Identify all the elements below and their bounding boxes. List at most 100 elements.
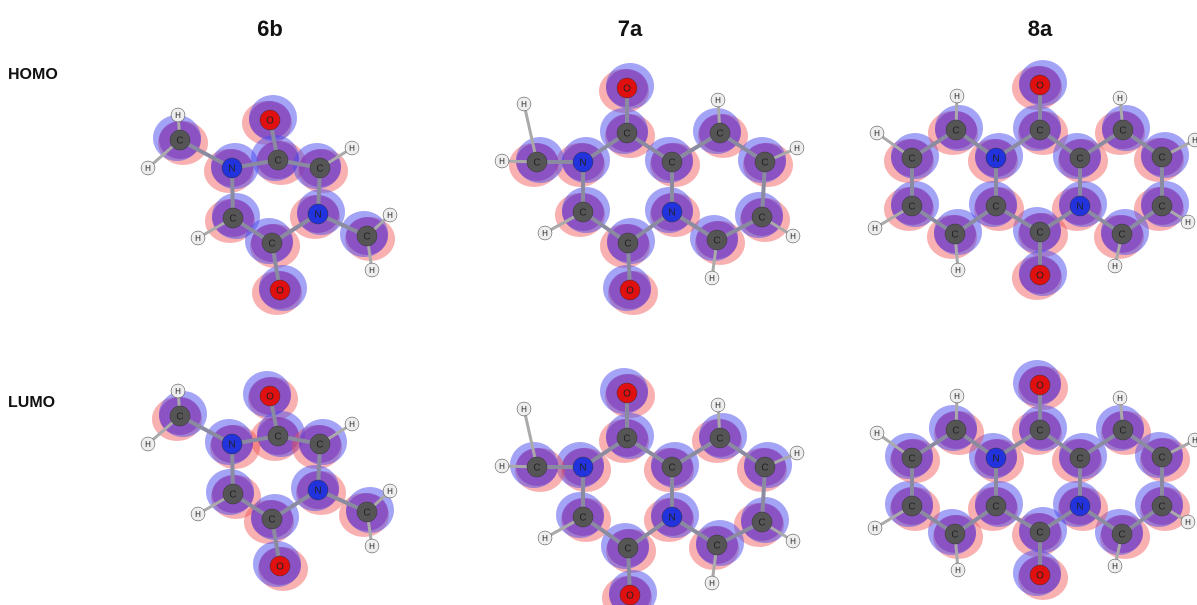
atom-label: H (175, 111, 181, 120)
atom-label: H (542, 534, 548, 543)
atom-label: H (874, 429, 880, 438)
atom-label: C (952, 126, 959, 137)
atom-label: O (1036, 381, 1044, 392)
molecules: O C N C H C H H C H N C O C H H O C N C C H H C H C H C H C H N C O C H O C N C… (141, 60, 1197, 605)
atom-label: C (533, 463, 540, 474)
atom-label: C (716, 129, 723, 140)
atom-label: N (314, 210, 321, 221)
atom-label: C (268, 515, 275, 526)
atom-label: O (1036, 81, 1044, 92)
atom-label: O (623, 84, 631, 95)
atom-label: H (1192, 136, 1197, 145)
atom-label: C (363, 232, 370, 243)
molecule: OCNCHCHHCHNCOCHH (141, 371, 397, 591)
column-header: 8a (1028, 16, 1053, 41)
atom-label: C (713, 541, 720, 552)
atom-label: C (229, 490, 236, 501)
atom-label: N (579, 463, 586, 474)
molecule: OCNCHCHHCHNCOCHH (141, 95, 397, 315)
atom-label: H (1117, 94, 1123, 103)
atom-label: H (1112, 562, 1118, 571)
atom-label: H (387, 487, 393, 496)
atom-label: C (951, 530, 958, 541)
atom-label: C (1118, 230, 1125, 241)
atom-label: C (1158, 202, 1165, 213)
atom-label: H (175, 387, 181, 396)
atom-label: H (709, 579, 715, 588)
atom-label: N (992, 154, 999, 165)
atom-label: C (316, 164, 323, 175)
atom-label: C (268, 239, 275, 250)
column-header: 7a (618, 16, 643, 41)
atom-label: H (709, 274, 715, 283)
atom-label: H (542, 229, 548, 238)
atom-label: C (908, 454, 915, 465)
atom-label: H (349, 420, 355, 429)
atom-label: O (276, 286, 284, 297)
atom-label: N (668, 513, 675, 524)
atom-label: O (276, 562, 284, 573)
atom-label: N (579, 158, 586, 169)
atom-label: C (363, 508, 370, 519)
molecule: OCNCCHCHCHCHNCOCCHCHCHCH (868, 60, 1197, 300)
atom-label: C (274, 156, 281, 167)
figure: 6b 7a 8a HOMO LUMO OCNCHCHHCHNCOCHHOCNCC… (0, 0, 1197, 605)
atom-label: C (761, 463, 768, 474)
atom-label: H (521, 405, 527, 414)
atom-label: H (195, 510, 201, 519)
atom-label: C (176, 136, 183, 147)
atom-label: C (579, 513, 586, 524)
atom-label: H (1192, 436, 1197, 445)
atom-label: C (1036, 228, 1043, 239)
atom-label: H (369, 542, 375, 551)
atom-label: H (145, 164, 151, 173)
atom-label: C (1076, 454, 1083, 465)
atom-label: C (579, 208, 586, 219)
atom-label: C (992, 202, 999, 213)
molecule: OCNCCHCHCHCHNCOCCHCHCHCH (868, 360, 1197, 600)
atom-label: H (872, 524, 878, 533)
atom-label: N (228, 440, 235, 451)
atom-label: H (1185, 518, 1191, 527)
atom-label: H (955, 266, 961, 275)
atom-label: H (195, 234, 201, 243)
atom-label: H (1112, 262, 1118, 271)
atom-label: C (668, 463, 675, 474)
atom-label: C (624, 544, 631, 555)
atom-label: C (623, 129, 630, 140)
atom-label: N (668, 208, 675, 219)
atom-label: H (954, 92, 960, 101)
atom-label: C (229, 214, 236, 225)
atom-label: H (521, 100, 527, 109)
atom-label: O (266, 116, 274, 127)
atom-label: H (954, 392, 960, 401)
atom-label: N (228, 164, 235, 175)
atom-label: N (1076, 202, 1083, 213)
atom-label: C (908, 502, 915, 513)
atom-label: H (794, 144, 800, 153)
atom-label: H (790, 537, 796, 546)
atom-label: C (1036, 528, 1043, 539)
atom-label: C (908, 202, 915, 213)
atom-label: C (668, 158, 675, 169)
atom-label: H (794, 449, 800, 458)
row-label: LUMO (8, 394, 55, 411)
atom-label: C (1036, 126, 1043, 137)
atom-label: H (715, 96, 721, 105)
atom-label: C (1118, 530, 1125, 541)
atom-label: C (623, 434, 630, 445)
atom-label: C (758, 213, 765, 224)
atom-label: H (145, 440, 151, 449)
atom-label: H (499, 462, 505, 471)
atom-label: O (626, 591, 634, 602)
atom-label: C (1036, 426, 1043, 437)
atom-label: C (1076, 154, 1083, 165)
atom-label: C (761, 158, 768, 169)
atom-label: C (533, 158, 540, 169)
atom-label: O (1036, 571, 1044, 582)
atom-label: H (874, 129, 880, 138)
atom-label: H (499, 157, 505, 166)
atom-label: H (955, 566, 961, 575)
